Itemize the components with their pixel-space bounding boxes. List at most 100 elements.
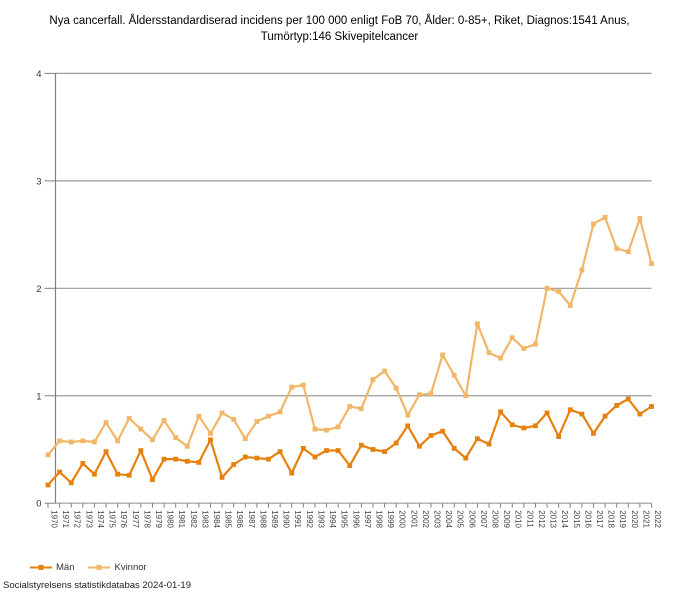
x-tick-label: 2011 [525, 510, 534, 528]
series-marker-män [637, 411, 643, 417]
series-marker-kvinnor [231, 416, 237, 422]
series-marker-män [300, 446, 306, 451]
x-tick-label: 2013 [549, 510, 558, 528]
series-marker-kvinnor [637, 216, 643, 221]
x-tick-label: 1971 [61, 510, 70, 528]
series-marker-män [92, 471, 97, 477]
series-marker-män [370, 447, 376, 452]
series-marker-män [347, 463, 353, 468]
x-tick-label: 1997 [363, 510, 372, 528]
y-tick-label: 2 [36, 284, 41, 295]
series-marker-kvinnor [45, 452, 51, 458]
x-tick-label: 2002 [421, 510, 430, 528]
series-marker-kvinnor [103, 420, 109, 426]
series-marker-kvinnor [393, 385, 399, 391]
series-marker-män [556, 434, 562, 439]
x-tick-label: 2008 [491, 510, 500, 528]
series-marker-kvinnor [602, 214, 608, 220]
series-marker-kvinnor [92, 439, 97, 445]
series-marker-kvinnor [451, 372, 457, 378]
x-tick-label: 2022 [653, 510, 662, 528]
x-tick-label: 1972 [73, 510, 82, 528]
x-tick-label: 2001 [409, 510, 418, 528]
y-tick-label: 1 [36, 391, 41, 402]
series-marker-män [115, 471, 121, 477]
series-marker-kvinnor [277, 409, 283, 415]
x-tick-label: 1992 [305, 510, 314, 528]
series-marker-män [231, 462, 237, 467]
x-tick-label: 2014 [560, 510, 569, 528]
series-marker-män [614, 403, 620, 408]
x-tick-label: 2006 [467, 510, 476, 528]
series-marker-män [428, 433, 434, 438]
series-marker-kvinnor [370, 377, 376, 383]
series-marker-kvinnor [242, 436, 248, 442]
x-tick-label: 2018 [607, 510, 616, 528]
x-tick-label: 1978 [142, 510, 151, 528]
series-marker-kvinnor [254, 419, 260, 424]
x-tick-label: 1990 [282, 510, 291, 528]
series-marker-män [173, 456, 179, 462]
x-tick-label: 1976 [119, 510, 128, 528]
series-marker-män [463, 455, 469, 461]
series-marker-kvinnor [184, 443, 190, 449]
series-marker-män [138, 448, 144, 453]
x-tick-label: 1981 [177, 510, 186, 528]
series-marker-män [382, 449, 387, 455]
series-marker-kvinnor [196, 413, 202, 419]
x-tick-label: 2010 [514, 510, 523, 528]
x-tick-label: 2021 [641, 510, 650, 528]
series-marker-män [103, 449, 109, 455]
series-marker-män [277, 449, 283, 455]
series-marker-män [579, 411, 585, 417]
y-tick-label: 0 [36, 499, 41, 510]
legend-label: Kvinnor [114, 562, 147, 573]
series-marker-kvinnor [567, 303, 573, 308]
series-marker-män [393, 440, 399, 446]
series-marker-män [196, 459, 202, 465]
x-tick-label: 1998 [374, 510, 383, 528]
legend-item-kvinnor: Kvinnor [88, 562, 147, 573]
series-marker-kvinnor [591, 221, 596, 227]
x-tick-label: 2005 [456, 510, 465, 528]
series-marker-män [544, 410, 550, 416]
series-marker-män [289, 470, 295, 476]
x-tick-label: 2007 [479, 510, 488, 528]
series-line-kvinnor [47, 216, 653, 456]
series-marker-kvinnor [57, 438, 63, 444]
series-marker-män [521, 425, 527, 431]
series-marker-kvinnor [312, 426, 318, 432]
series-marker-män [266, 456, 271, 462]
series-marker-kvinnor [324, 427, 329, 433]
series-marker-män [649, 404, 654, 409]
source-note: Socialstyrelsens statistikdatabas 2024-0… [3, 580, 191, 591]
series-marker-män [625, 396, 631, 402]
series-marker-kvinnor [68, 439, 74, 445]
series-marker-kvinnor [614, 246, 620, 251]
series-marker-kvinnor [625, 249, 631, 255]
series-line-män [47, 397, 653, 486]
legend-label: Män [56, 562, 75, 573]
series-marker-kvinnor [335, 424, 341, 430]
chart-title: Nya cancerfall. Åldersstandardiserad inc… [49, 15, 630, 44]
series-marker-kvinnor [138, 426, 144, 432]
series-marker-kvinnor [126, 415, 132, 421]
x-tick-label: 1999 [386, 510, 395, 528]
series-marker-män [486, 441, 492, 447]
series-marker-män [80, 461, 86, 466]
legend-swatch [30, 565, 52, 570]
x-tick-label: 2012 [537, 510, 546, 528]
series-marker-kvinnor [556, 289, 562, 294]
series-marker-kvinnor [382, 368, 387, 374]
x-tick-label: 2019 [618, 510, 627, 528]
x-tick-label: 2020 [630, 510, 639, 528]
series-marker-kvinnor [266, 413, 271, 419]
series-marker-kvinnor [428, 391, 434, 397]
x-tick-label: 1970 [50, 510, 59, 528]
series-marker-kvinnor [289, 384, 295, 390]
x-tick-label: 1984 [212, 510, 221, 528]
series-marker-kvinnor [533, 341, 538, 347]
x-tick-label: 2015 [572, 510, 581, 528]
y-tick-label: 4 [36, 69, 41, 80]
